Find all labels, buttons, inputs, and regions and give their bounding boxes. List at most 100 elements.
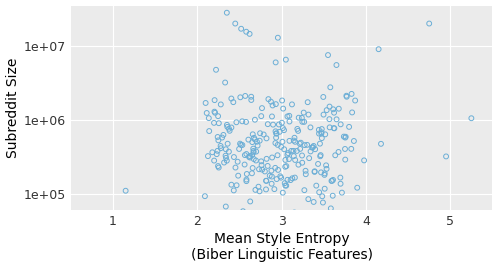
Point [225, 150, 233, 154]
Point [241, 153, 249, 157]
Point [226, 129, 234, 133]
Point [326, 125, 334, 129]
Point [241, 94, 249, 98]
Point [279, 106, 287, 111]
Point [223, 123, 231, 127]
Point [320, 113, 328, 117]
Point [268, 155, 276, 160]
Point [268, 174, 276, 179]
Point [298, 161, 306, 165]
Point [281, 183, 289, 188]
Point [225, 127, 233, 131]
Point [318, 194, 326, 198]
Point [282, 164, 290, 168]
Point [283, 178, 291, 182]
Point [298, 116, 306, 120]
Point [280, 128, 288, 132]
Point [272, 102, 280, 106]
Point [245, 137, 252, 142]
Point [264, 122, 272, 126]
Point [310, 200, 318, 204]
Point [279, 191, 287, 195]
Point [291, 140, 299, 144]
Point [348, 92, 356, 96]
Point [300, 188, 308, 192]
Point [255, 167, 263, 171]
Point [323, 167, 331, 171]
Point [263, 164, 271, 168]
Point [232, 165, 240, 170]
Point [323, 108, 331, 112]
Point [246, 199, 254, 204]
Point [262, 157, 270, 161]
Point [257, 159, 265, 163]
Point [253, 143, 261, 148]
Point [205, 116, 213, 120]
Point [321, 132, 329, 136]
Point [338, 191, 346, 195]
Point [252, 150, 260, 154]
Point [245, 155, 253, 159]
Point [316, 154, 324, 158]
Point [329, 107, 337, 111]
Point [276, 174, 284, 178]
Point [214, 135, 222, 139]
Point [343, 94, 351, 98]
Point [208, 150, 216, 154]
Point [211, 111, 219, 115]
Point [271, 129, 279, 133]
Point [301, 143, 309, 147]
Point [271, 141, 279, 145]
Point [237, 27, 245, 31]
Point [290, 136, 298, 140]
Point [249, 147, 257, 151]
Point [237, 95, 245, 99]
Point [243, 152, 250, 156]
Point [287, 149, 295, 153]
Point [237, 143, 245, 147]
Point [442, 154, 450, 159]
Point [329, 193, 337, 198]
Point [249, 149, 257, 153]
Point [293, 149, 301, 153]
Point [231, 21, 239, 26]
Point [210, 158, 218, 163]
Point [258, 168, 266, 172]
Point [321, 171, 329, 176]
Point [303, 143, 311, 147]
Point [294, 129, 302, 133]
Point [205, 129, 213, 133]
Point [228, 125, 236, 130]
Point [297, 140, 305, 145]
Point [270, 187, 278, 191]
Point [251, 188, 259, 192]
Point [251, 118, 259, 122]
Point [251, 137, 259, 142]
Point [223, 10, 231, 15]
Point [215, 121, 223, 125]
Point [315, 190, 323, 194]
Point [317, 132, 325, 136]
Point [468, 116, 476, 120]
Point [333, 63, 341, 67]
Point [258, 106, 266, 110]
Point [214, 164, 222, 168]
Point [268, 114, 276, 119]
Point [294, 162, 302, 167]
Point [337, 122, 345, 126]
Point [272, 131, 280, 135]
Point [327, 206, 335, 211]
Point [345, 125, 353, 129]
Point [317, 153, 325, 157]
Point [268, 103, 276, 108]
Point [280, 147, 288, 151]
Point [341, 147, 349, 151]
Point [242, 120, 250, 124]
Point [308, 146, 316, 150]
Point [271, 166, 279, 170]
Point [374, 47, 382, 51]
Point [282, 58, 290, 62]
Point [310, 144, 318, 148]
Point [290, 139, 298, 143]
Point [254, 185, 262, 189]
